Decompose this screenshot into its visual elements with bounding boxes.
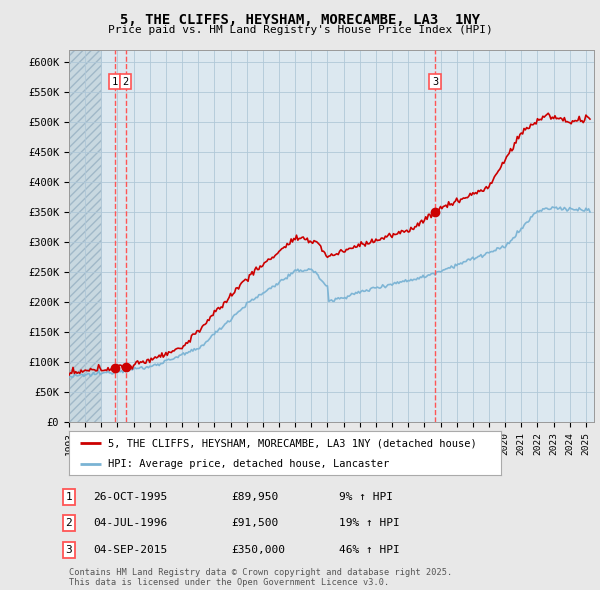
Text: 5, THE CLIFFS, HEYSHAM, MORECAMBE, LA3 1NY (detached house): 5, THE CLIFFS, HEYSHAM, MORECAMBE, LA3 1… (108, 438, 476, 448)
Text: 9% ↑ HPI: 9% ↑ HPI (339, 492, 393, 502)
Text: 2: 2 (65, 518, 73, 527)
Text: 1: 1 (112, 77, 118, 87)
Text: £350,000: £350,000 (231, 545, 285, 555)
Text: 2: 2 (122, 77, 129, 87)
Bar (69, 50, 101, 422)
Text: 3: 3 (432, 77, 439, 87)
Text: HPI: Average price, detached house, Lancaster: HPI: Average price, detached house, Lanc… (108, 459, 389, 469)
Text: 04-JUL-1996: 04-JUL-1996 (93, 518, 167, 527)
Text: £91,500: £91,500 (231, 518, 278, 527)
Text: 19% ↑ HPI: 19% ↑ HPI (339, 518, 400, 527)
Text: 04-SEP-2015: 04-SEP-2015 (93, 545, 167, 555)
Text: 1: 1 (65, 492, 73, 502)
Text: 3: 3 (65, 545, 73, 555)
Text: Price paid vs. HM Land Registry's House Price Index (HPI): Price paid vs. HM Land Registry's House … (107, 25, 493, 35)
Text: £89,950: £89,950 (231, 492, 278, 502)
Text: 26-OCT-1995: 26-OCT-1995 (93, 492, 167, 502)
Text: Contains HM Land Registry data © Crown copyright and database right 2025.
This d: Contains HM Land Registry data © Crown c… (69, 568, 452, 587)
Text: 46% ↑ HPI: 46% ↑ HPI (339, 545, 400, 555)
Text: 5, THE CLIFFS, HEYSHAM, MORECAMBE, LA3  1NY: 5, THE CLIFFS, HEYSHAM, MORECAMBE, LA3 1… (120, 13, 480, 27)
Bar (69, 50, 101, 422)
